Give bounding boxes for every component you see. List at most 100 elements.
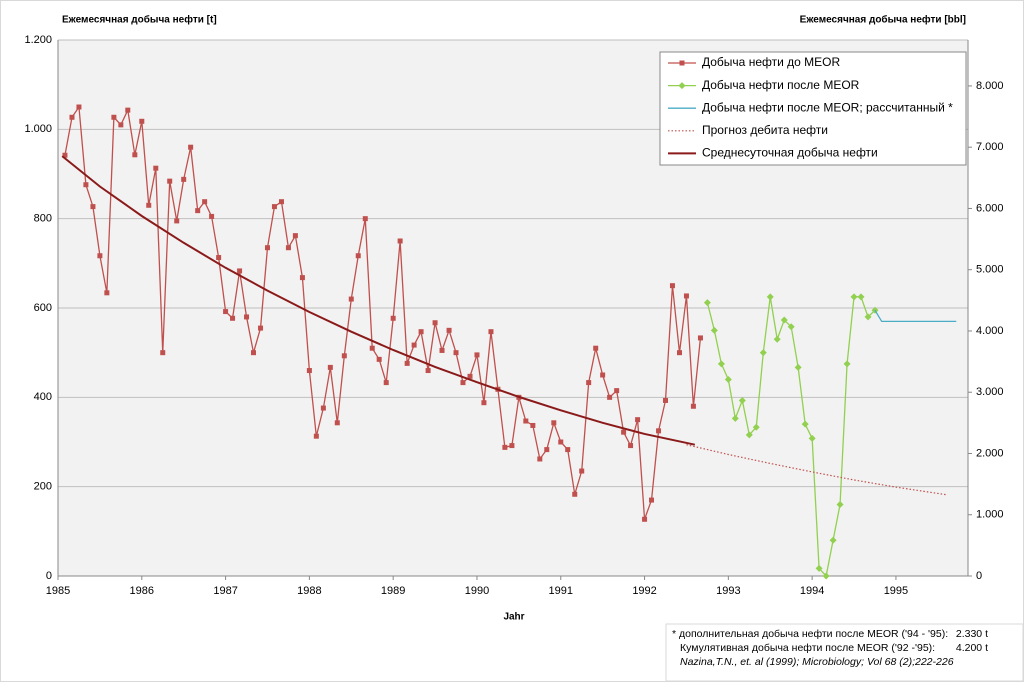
data-point [572,491,578,497]
data-point [780,316,788,324]
data-point [530,422,536,428]
data-point [285,245,291,251]
data-point [621,429,627,435]
data-point [801,420,809,428]
data-point [509,443,515,449]
data-point [731,414,739,422]
legend-marker [678,82,686,90]
data-point [209,213,215,219]
data-point [593,345,599,351]
data-point [188,144,194,150]
data-point [544,447,550,453]
data-point [202,199,208,205]
data-point [663,397,669,403]
legend-label: Добыча нефти после MEOR; рассчитанный * [702,100,953,114]
data-point [376,356,382,362]
y2-tick-label: 2.000 [976,447,1004,459]
data-point [97,253,103,259]
data-point [90,204,96,210]
data-point [362,216,368,222]
data-point [83,182,89,188]
data-point [710,326,718,334]
data-point [271,204,277,210]
legend-marker [679,60,685,66]
data-point [829,536,837,544]
data-point [773,335,781,343]
series-line [64,105,702,520]
data-point [167,178,173,184]
data-point [348,296,354,302]
legend-label: Среднесуточная добыча нефти [702,146,878,160]
data-point [474,352,480,358]
data-point [669,283,675,289]
data-point [628,443,634,449]
data-point [181,176,187,182]
legend-label: Добыча нефти до MEOR [702,55,840,69]
y-tick-label: 1.200 [24,34,52,46]
data-point [258,325,264,331]
data-point [808,434,816,442]
data-point [439,347,445,353]
data-point [724,375,732,383]
data-point [586,380,592,386]
data-point [313,433,319,439]
x-tick-label: 1989 [381,585,405,597]
data-point [355,253,361,259]
data-point [537,456,543,462]
data-point [850,293,858,301]
data-point [607,394,613,400]
data-point [690,403,696,409]
data-point [404,360,410,366]
x-tick-label: 1990 [465,585,489,597]
y-tick-label: 1.000 [24,123,52,135]
data-point [125,107,131,113]
data-point [843,360,851,368]
data-point [153,165,159,171]
x-tick-label: 1987 [213,585,237,597]
x-axis-title: Jahr [503,612,524,623]
data-point [320,405,326,411]
data-point [132,152,138,158]
data-point [488,329,494,335]
data-point [230,315,236,321]
data-point [327,364,333,370]
data-point [857,293,865,301]
data-point [697,335,703,341]
data-point [334,420,340,426]
y-tick-label: 800 [34,213,52,225]
data-point [745,431,753,439]
data-point [306,368,312,374]
y2-tick-label: 5.000 [976,264,1004,276]
data-point [600,372,606,378]
footnote-box [665,623,1024,682]
x-tick-label: 1988 [297,585,321,597]
data-point [558,439,564,445]
y2-axis-title: Ежемесячная добыча нефти [bbl] [800,14,966,26]
data-point [766,293,774,301]
series-line [686,444,947,496]
x-tick-label: 1991 [549,585,573,597]
data-point [237,268,243,274]
y2-tick-label: 4.000 [976,325,1004,337]
data-point [787,323,795,331]
data-point [369,345,375,351]
data-point [446,327,452,333]
data-point [794,363,802,371]
data-point [759,349,767,357]
y2-tick-label: 3.000 [976,386,1004,398]
data-point [551,420,557,426]
y2-tick-label: 1.000 [976,509,1004,521]
data-point [717,360,725,368]
data-point [111,114,117,120]
data-point [656,428,662,434]
legend-box [659,51,967,166]
x-tick-label: 1995 [884,585,908,597]
footnote-text: Nazina,T.N., et. al (1999); Microbiology… [680,656,954,668]
data-point [146,202,152,208]
y-tick-label: 600 [34,302,52,314]
data-point [836,501,844,509]
y-tick-label: 200 [34,481,52,493]
data-point [467,373,473,379]
data-point [738,396,746,404]
